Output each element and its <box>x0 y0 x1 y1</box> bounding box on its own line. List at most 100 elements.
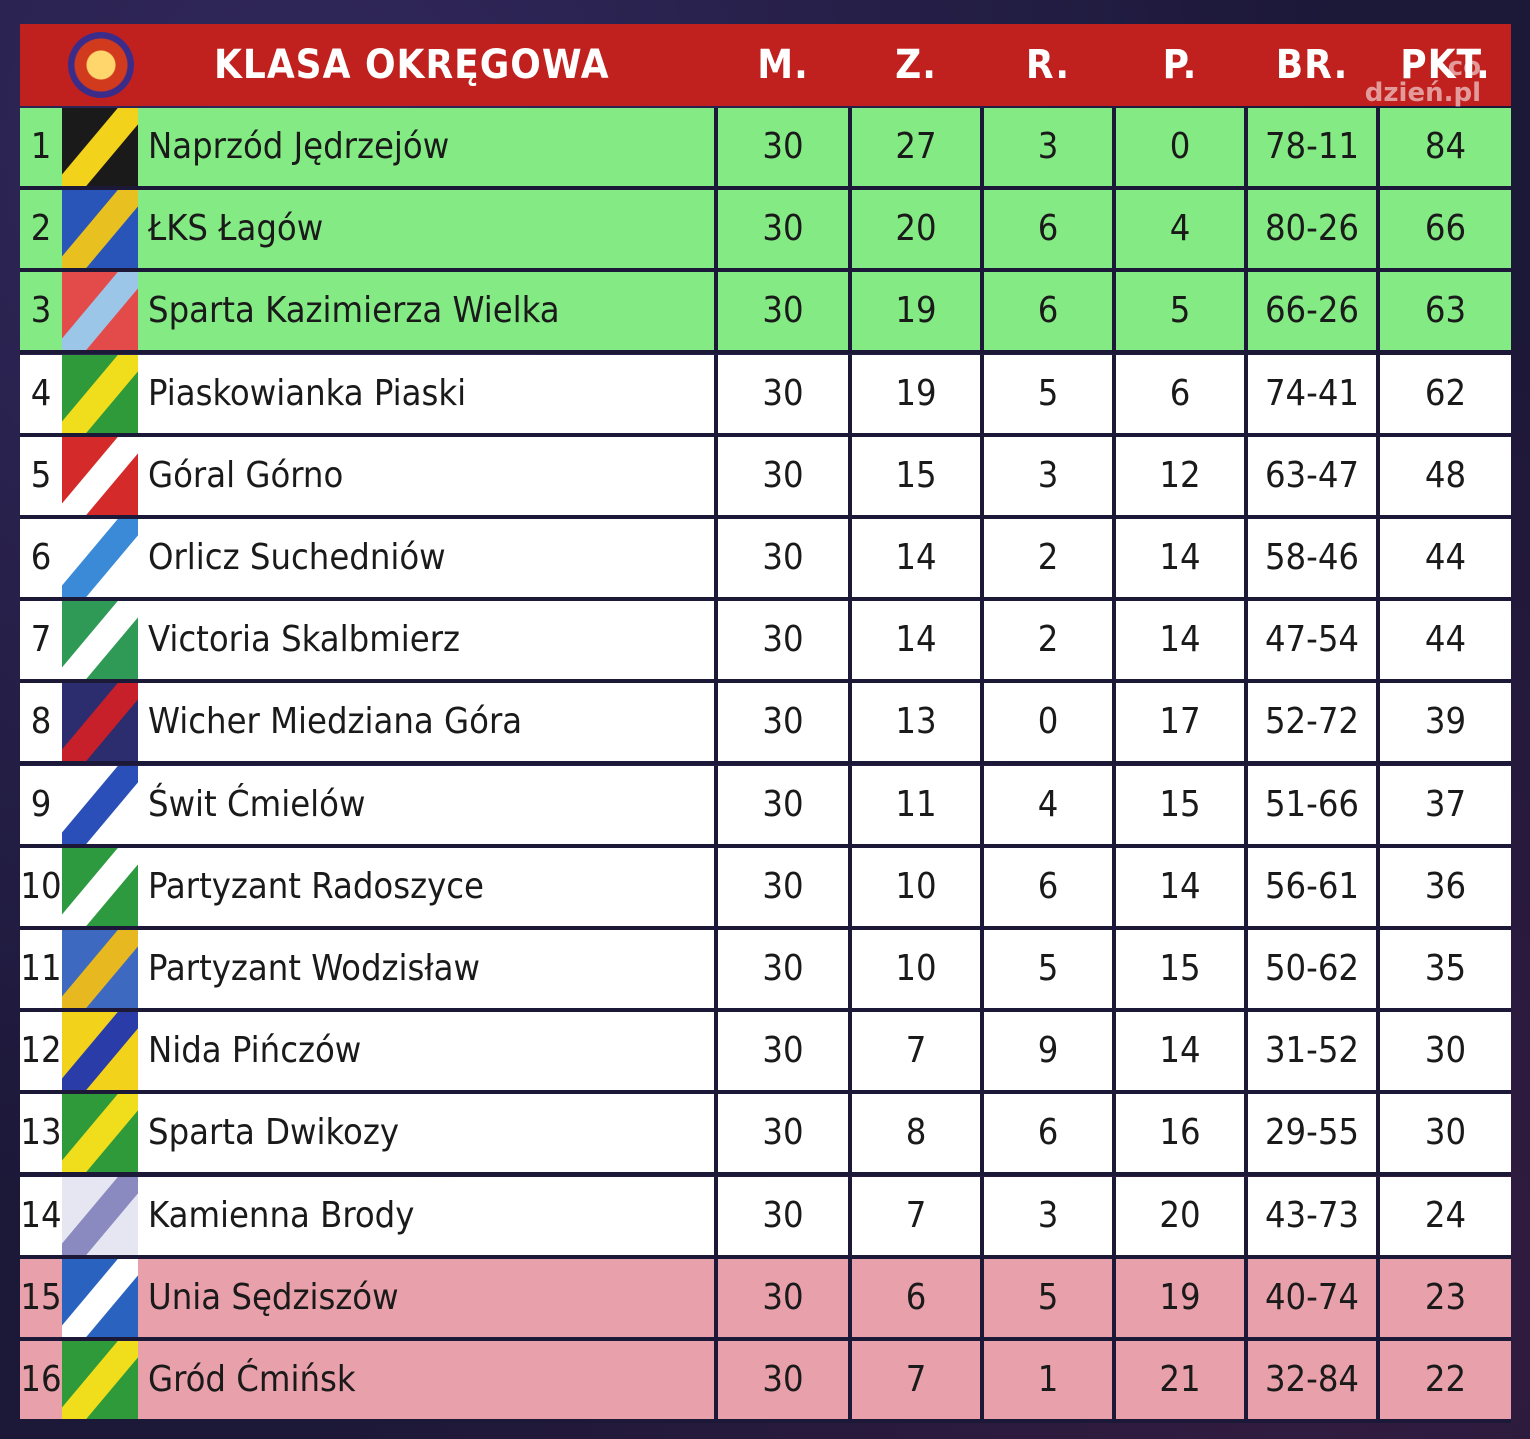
column-divider <box>848 354 852 433</box>
draws-cell: 6 <box>1037 1112 1059 1154</box>
matches-cell: 30 <box>762 948 804 989</box>
draws-cell: 9 <box>1037 1030 1059 1072</box>
column-divider <box>848 1012 852 1091</box>
losses-cell: 21 <box>1159 1359 1201 1400</box>
column-divider <box>1244 930 1248 1008</box>
column-divider <box>1112 436 1116 515</box>
column-divider <box>1112 683 1116 762</box>
team-name: Kamienna Brody <box>148 1194 415 1236</box>
team-crest-icon <box>62 1012 138 1091</box>
col-header-matches: M. <box>757 42 809 88</box>
column-divider <box>1244 683 1248 762</box>
column-divider <box>1376 1176 1380 1255</box>
team-crest-icon <box>62 519 138 597</box>
draws-cell: 3 <box>1037 1194 1059 1236</box>
goals-cell: 43-73 <box>1264 1194 1360 1236</box>
wins-cell: 13 <box>895 701 937 743</box>
column-divider <box>980 108 984 186</box>
losses-cell: 0 <box>1169 126 1191 167</box>
matches-cell: 30 <box>762 783 804 825</box>
table-row: 11 Partyzant Wodzisław 30 10 5 15 50-62 35 <box>20 930 1511 1012</box>
column-divider <box>848 930 852 1008</box>
points-cell: 84 <box>1424 126 1467 167</box>
team-name: Victoria Skalbmierz <box>148 619 460 661</box>
draws-cell: 5 <box>1037 948 1059 989</box>
column-divider <box>714 765 718 844</box>
col-header-points: PKT. <box>1400 42 1491 88</box>
watermark-line2: dzień.pl <box>1364 78 1481 108</box>
column-divider <box>714 519 718 597</box>
column-divider <box>848 1258 852 1337</box>
column-divider <box>848 190 852 269</box>
points-cell: 63 <box>1424 290 1467 332</box>
column-divider <box>1112 930 1116 1008</box>
row-divider <box>20 1172 1511 1177</box>
matches-cell: 30 <box>762 537 804 578</box>
column-divider <box>714 108 718 186</box>
matches-cell: 30 <box>762 1194 804 1236</box>
column-divider <box>1376 354 1380 433</box>
column-divider <box>848 847 852 926</box>
column-divider <box>1112 1258 1116 1337</box>
team-name: Unia Sędziszów <box>148 1276 399 1318</box>
position-cell: 2 <box>30 208 52 250</box>
points-cell: 37 <box>1424 783 1467 825</box>
wins-cell: 15 <box>895 454 937 496</box>
column-divider <box>980 1012 984 1091</box>
column-divider <box>1244 354 1248 433</box>
column-divider <box>1244 272 1248 351</box>
table-row: 14 Kamienna Brody 30 7 3 20 43-73 24 <box>20 1176 1511 1259</box>
position-cell: 7 <box>30 619 52 661</box>
team-crest-icon <box>62 436 138 515</box>
draws-cell: 6 <box>1037 290 1059 332</box>
column-divider <box>1112 765 1116 844</box>
position-cell: 15 <box>20 1276 62 1318</box>
points-cell: 24 <box>1424 1194 1467 1236</box>
col-header-losses: P. <box>1162 42 1198 88</box>
team-name: Sparta Dwikozy <box>148 1112 399 1154</box>
column-divider <box>1376 765 1380 844</box>
column-divider <box>714 272 718 351</box>
column-divider <box>1376 272 1380 351</box>
losses-cell: 17 <box>1159 701 1201 743</box>
column-divider <box>1112 190 1116 269</box>
losses-cell: 15 <box>1159 783 1201 825</box>
column-divider <box>1244 190 1248 269</box>
wins-cell: 7 <box>905 1194 927 1236</box>
column-divider <box>980 190 984 269</box>
wins-cell: 7 <box>905 1359 927 1400</box>
column-divider <box>714 601 718 680</box>
column-divider <box>848 1341 852 1419</box>
table-row: 4 Piaskowianka Piaski 30 19 5 6 74-41 62 <box>20 354 1511 437</box>
col-header-goals: BR. <box>1275 42 1349 88</box>
column-divider <box>714 1094 718 1173</box>
col-header-draws: R. <box>1025 42 1071 88</box>
column-divider <box>1376 683 1380 762</box>
points-cell: 35 <box>1424 948 1467 989</box>
wins-cell: 27 <box>895 126 937 167</box>
points-cell: 23 <box>1424 1276 1467 1318</box>
column-divider <box>980 436 984 515</box>
matches-cell: 30 <box>762 619 804 661</box>
goals-cell: 56-61 <box>1264 865 1360 907</box>
team-name: Naprzód Jędrzejów <box>148 126 450 167</box>
column-divider <box>1244 1176 1248 1255</box>
watermark-line1: co <box>1447 52 1481 82</box>
matches-cell: 30 <box>762 1112 804 1154</box>
draws-cell: 1 <box>1037 1359 1059 1400</box>
column-divider <box>714 1176 718 1255</box>
table-row: 15 Unia Sędziszów 30 6 5 19 40-74 23 <box>20 1258 1511 1341</box>
team-name: Gród Ćmińsk <box>148 1359 356 1400</box>
position-cell: 9 <box>30 783 52 825</box>
column-divider <box>1244 108 1248 186</box>
team-name: ŁKS Łagów <box>148 208 324 250</box>
position-cell: 8 <box>30 701 52 743</box>
column-divider <box>1112 1012 1116 1091</box>
wins-cell: 20 <box>895 208 937 250</box>
draws-cell: 5 <box>1037 1276 1059 1318</box>
column-divider <box>1244 519 1248 597</box>
column-divider <box>980 519 984 597</box>
column-divider <box>848 519 852 597</box>
matches-cell: 30 <box>762 454 804 496</box>
team-crest-icon <box>62 1258 138 1337</box>
